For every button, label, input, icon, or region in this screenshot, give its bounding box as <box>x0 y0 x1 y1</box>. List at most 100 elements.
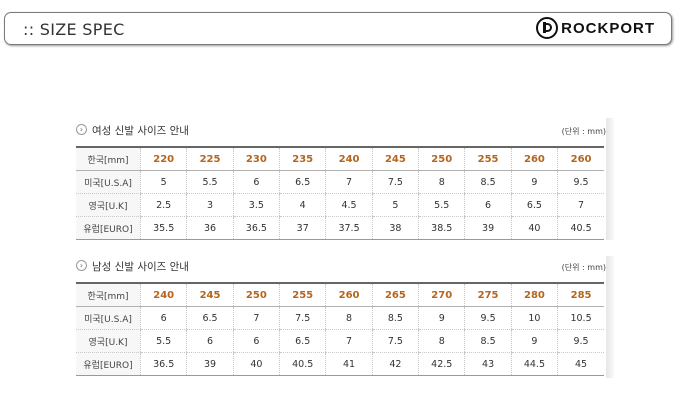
size-cell: 250 <box>232 283 280 307</box>
size-cell: 275 <box>464 283 512 307</box>
size-cell: 36 <box>186 216 234 240</box>
size-cell: 6 <box>232 329 280 353</box>
row-label: 한국[mm] <box>76 147 141 171</box>
size-cell: 39 <box>464 216 512 240</box>
row-label: 유럽[EURO] <box>76 352 141 376</box>
size-cell: 40.5 <box>279 352 326 376</box>
size-cell: 42.5 <box>418 352 465 376</box>
size-cell: 240 <box>325 147 373 171</box>
size-cell: 260 <box>557 147 604 171</box>
row-label: 영국[U.K] <box>76 193 141 217</box>
table-row: 한국[mm] 240 245 250 255 260 265 270 275 280 285 <box>76 283 604 307</box>
size-cell: 280 <box>510 283 558 307</box>
size-cell: 6.5 <box>510 193 558 217</box>
size-cell: 41 <box>325 352 373 376</box>
rockport-logo-icon <box>536 17 559 39</box>
size-cell: 10 <box>510 306 558 330</box>
size-cell: 37.5 <box>325 216 373 240</box>
chevron-right-icon: › <box>76 124 87 135</box>
size-cell: 7 <box>325 329 373 353</box>
size-cell: 44.5 <box>510 352 558 376</box>
size-cell: 4.5 <box>325 193 373 217</box>
size-cell: 260 <box>325 283 373 307</box>
row-label: 유럽[EURO] <box>76 216 141 240</box>
size-cell: 8.5 <box>371 306 419 330</box>
size-cell: 7.5 <box>279 306 326 330</box>
size-cell: 40 <box>232 352 280 376</box>
size-cell: 45 <box>557 352 604 376</box>
size-cell: 10.5 <box>557 306 604 330</box>
size-cell: 6.5 <box>186 306 234 330</box>
size-cell: 6 <box>139 306 187 330</box>
size-cell: 6 <box>464 193 512 217</box>
panel-shadow <box>606 256 614 378</box>
men-section-header: › 남성 신발 사이즈 안내 (단위 : mm) <box>76 259 606 275</box>
size-cell: 235 <box>279 147 326 171</box>
size-cell: 2.5 <box>139 193 187 217</box>
men-section-title: 남성 신발 사이즈 안내 <box>92 261 189 273</box>
size-cell: 5.5 <box>418 193 465 217</box>
size-cell: 7 <box>557 193 604 217</box>
row-label: 영국[U.K] <box>76 329 141 353</box>
size-cell: 265 <box>371 283 419 307</box>
size-cell: 8.5 <box>464 329 512 353</box>
page-title: :: SIZE SPEC <box>23 20 125 39</box>
women-size-table: 한국[mm] 220 225 230 235 240 245 250 255 260 260 미국[U… <box>76 146 604 240</box>
size-cell: 5 <box>139 170 187 194</box>
size-cell: 220 <box>139 147 187 171</box>
size-cell: 5 <box>371 193 419 217</box>
size-cell: 38 <box>371 216 419 240</box>
men-size-table: 한국[mm] 240 245 250 255 260 265 270 275 280 285 미국[U… <box>76 282 604 376</box>
size-cell: 43 <box>464 352 512 376</box>
table-row: 미국[U.S.A] 5 5.5 6 6.5 7 7.5 8 8.5 9 9.5 <box>76 170 604 194</box>
brand-name: ROCKPORT <box>561 19 655 37</box>
table-row: 유럽[EURO] 36.5 39 40 40.5 41 42 42.5 43 44.5 45 <box>76 352 604 376</box>
table-row: 영국[U.K] 5.5 6 6 6.5 7 7.5 8 8.5 9 9.5 <box>76 329 604 353</box>
size-cell: 9.5 <box>557 329 604 353</box>
women-section-title: 여성 신발 사이즈 안내 <box>92 125 189 137</box>
size-cell: 9 <box>418 306 465 330</box>
size-cell: 42 <box>371 352 419 376</box>
table-row: 유럽[EURO] 35.5 36 36.5 37 37.5 38 38.5 39 40 40.5 <box>76 216 604 240</box>
size-cell: 8 <box>418 170 465 194</box>
size-cell: 3.5 <box>232 193 280 217</box>
size-cell: 38.5 <box>418 216 465 240</box>
panel-shadow <box>606 118 614 240</box>
size-cell: 8 <box>325 306 373 330</box>
size-cell: 36.5 <box>232 216 280 240</box>
size-cell: 6.5 <box>279 170 326 194</box>
table-row: 영국[U.K] 2.5 3 3.5 4 4.5 5 5.5 6 6.5 7 <box>76 193 604 217</box>
row-label: 미국[U.S.A] <box>76 170 141 194</box>
size-cell: 255 <box>464 147 512 171</box>
size-cell: 35.5 <box>139 216 187 240</box>
size-cell: 3 <box>186 193 234 217</box>
size-cell: 245 <box>186 283 234 307</box>
size-cell: 6 <box>232 170 280 194</box>
size-cell: 5.5 <box>186 170 234 194</box>
brand: ROCKPORT <box>536 17 655 39</box>
size-cell: 6 <box>186 329 234 353</box>
women-unit-label: (단위 : mm) <box>561 127 606 136</box>
size-cell: 260 <box>510 147 558 171</box>
table-row: 한국[mm] 220 225 230 235 240 245 250 255 260 260 <box>76 147 604 171</box>
size-cell: 250 <box>418 147 465 171</box>
size-cell: 7.5 <box>371 329 419 353</box>
size-cell: 7.5 <box>371 170 419 194</box>
men-unit-label: (단위 : mm) <box>561 263 606 272</box>
size-cell: 245 <box>371 147 419 171</box>
row-label: 미국[U.S.A] <box>76 306 141 330</box>
row-label: 한국[mm] <box>76 283 141 307</box>
header-bar: :: SIZE SPEC ROCKPORT <box>4 12 672 45</box>
size-cell: 8.5 <box>464 170 512 194</box>
size-cell: 7 <box>325 170 373 194</box>
size-cell: 225 <box>186 147 234 171</box>
size-cell: 5.5 <box>139 329 187 353</box>
size-cell: 39 <box>186 352 234 376</box>
size-cell: 9 <box>510 329 558 353</box>
size-cell: 40.5 <box>557 216 604 240</box>
size-cell: 240 <box>139 283 187 307</box>
size-cell: 37 <box>279 216 326 240</box>
size-cell: 9.5 <box>464 306 512 330</box>
size-cell: 285 <box>557 283 604 307</box>
size-cell: 36.5 <box>139 352 187 376</box>
